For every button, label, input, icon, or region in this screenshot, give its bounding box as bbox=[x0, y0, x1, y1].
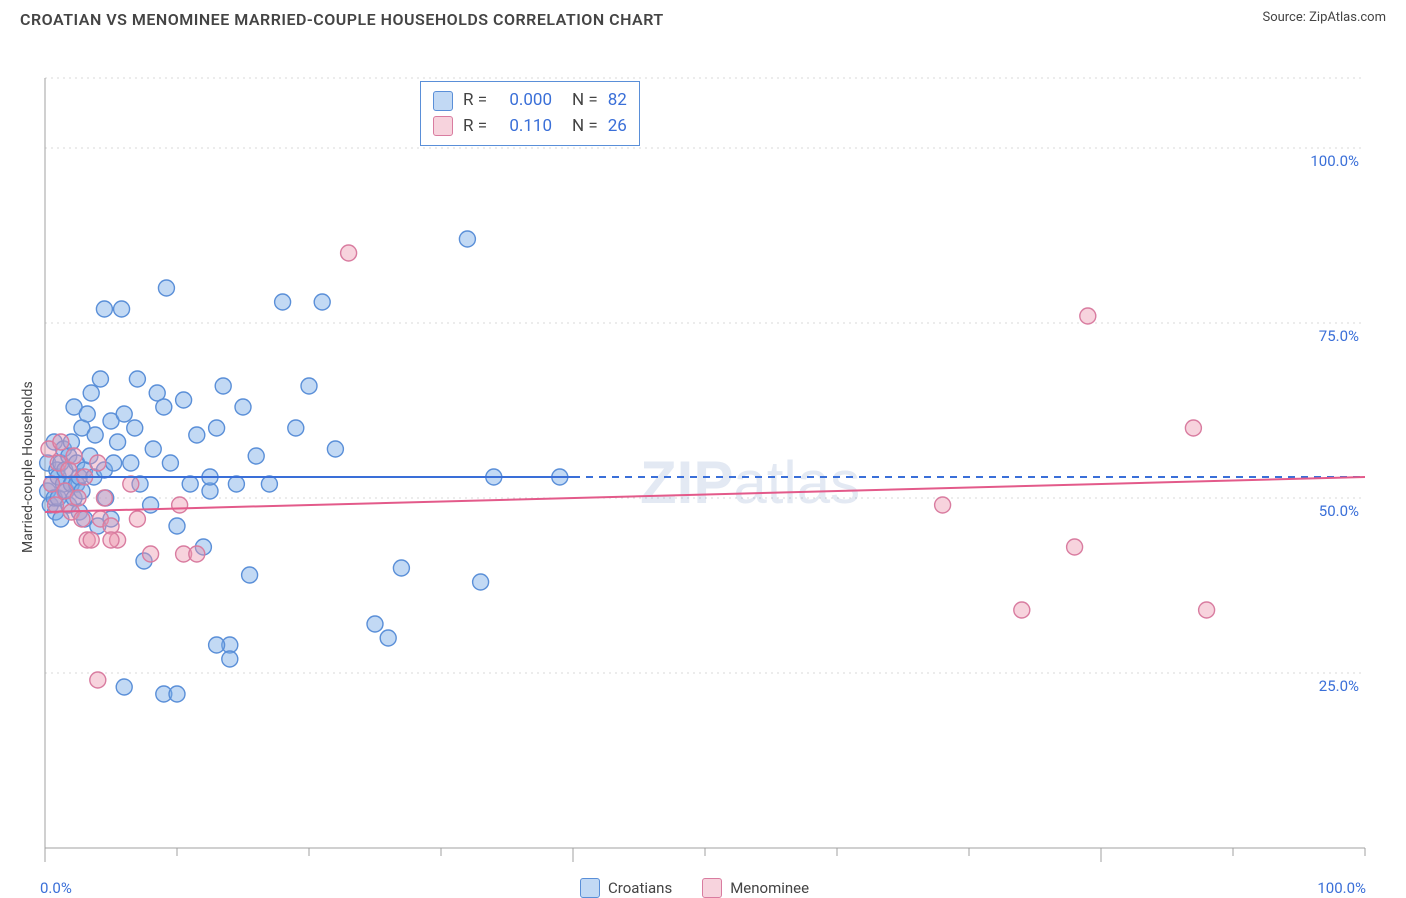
data-point bbox=[87, 427, 103, 443]
data-point bbox=[66, 448, 82, 464]
legend-swatch bbox=[702, 878, 722, 898]
data-point bbox=[1199, 602, 1215, 618]
footer-legend: Croatians Menominee bbox=[580, 878, 809, 898]
y-tick-label: 100.0% bbox=[1310, 152, 1359, 170]
data-point bbox=[143, 497, 159, 513]
source-attribution: Source: ZipAtlas.com bbox=[1262, 10, 1386, 25]
stat-r-label: R = bbox=[463, 114, 487, 140]
data-point bbox=[222, 651, 238, 667]
x-axis-footer: 0.0% Croatians Menominee 100.0% bbox=[0, 872, 1406, 898]
stat-r-value: 0.000 bbox=[497, 88, 552, 114]
legend-swatch bbox=[433, 116, 453, 136]
data-point bbox=[169, 686, 185, 702]
data-point bbox=[70, 490, 86, 506]
data-point bbox=[53, 434, 69, 450]
data-point bbox=[176, 392, 192, 408]
legend-label: Menominee bbox=[730, 879, 809, 897]
stat-n-label: N = bbox=[572, 114, 598, 140]
data-point bbox=[1080, 308, 1096, 324]
stat-n-value: 26 bbox=[608, 114, 627, 140]
data-point bbox=[473, 574, 489, 590]
x-max-label: 100.0% bbox=[1317, 879, 1366, 897]
watermark: ZIPatlas bbox=[640, 449, 860, 516]
data-point bbox=[90, 455, 106, 471]
y-tick-label: 25.0% bbox=[1319, 677, 1359, 695]
data-point bbox=[301, 378, 317, 394]
legend-item: Menominee bbox=[702, 878, 809, 898]
data-point bbox=[380, 630, 396, 646]
data-point bbox=[1185, 420, 1201, 436]
data-point bbox=[143, 546, 159, 562]
data-point bbox=[90, 672, 106, 688]
data-point bbox=[123, 476, 139, 492]
y-axis-label: Married-couple Households bbox=[20, 381, 36, 553]
stat-r-value: 0.110 bbox=[497, 114, 552, 140]
data-point bbox=[172, 497, 188, 513]
legend-swatch bbox=[433, 91, 453, 111]
legend-label: Croatians bbox=[608, 879, 672, 897]
data-point bbox=[341, 245, 357, 261]
y-tick-label: 50.0% bbox=[1319, 502, 1359, 520]
y-tick-label: 75.0% bbox=[1319, 327, 1359, 345]
data-point bbox=[367, 616, 383, 632]
data-point bbox=[242, 567, 258, 583]
data-point bbox=[288, 420, 304, 436]
data-point bbox=[156, 399, 172, 415]
data-point bbox=[145, 441, 161, 457]
legend-item: Croatians bbox=[580, 878, 672, 898]
data-point bbox=[235, 399, 251, 415]
data-point bbox=[314, 294, 330, 310]
data-point bbox=[393, 560, 409, 576]
data-point bbox=[83, 385, 99, 401]
data-point bbox=[162, 455, 178, 471]
data-point bbox=[935, 497, 951, 513]
data-point bbox=[327, 441, 343, 457]
data-point bbox=[1067, 539, 1083, 555]
data-point bbox=[114, 301, 130, 317]
x-min-label: 0.0% bbox=[40, 879, 72, 897]
stat-n-value: 82 bbox=[608, 88, 627, 114]
data-point bbox=[169, 518, 185, 534]
stat-r-label: R = bbox=[463, 88, 487, 114]
data-point bbox=[74, 511, 90, 527]
data-point bbox=[215, 378, 231, 394]
data-point bbox=[275, 294, 291, 310]
data-point bbox=[158, 280, 174, 296]
data-point bbox=[110, 434, 126, 450]
scatter-chart: 25.0% 50.0% 75.0% 100.0% ZIPatlas bbox=[0, 33, 1405, 868]
data-point bbox=[83, 532, 99, 548]
data-point bbox=[129, 371, 145, 387]
data-point bbox=[92, 371, 108, 387]
chart-area: Married-couple Households 25.0% 50.0% 75.0… bbox=[0, 33, 1406, 872]
data-point bbox=[189, 546, 205, 562]
data-point bbox=[123, 455, 139, 471]
data-point bbox=[459, 231, 475, 247]
data-point bbox=[96, 301, 112, 317]
data-point bbox=[182, 476, 198, 492]
data-point bbox=[79, 406, 95, 422]
data-point bbox=[209, 420, 225, 436]
data-point bbox=[248, 448, 264, 464]
chart-title: CROATIAN VS MENOMINEE MARRIED-COUPLE HOU… bbox=[20, 10, 664, 29]
data-point bbox=[127, 420, 143, 436]
data-point bbox=[96, 490, 112, 506]
data-point bbox=[116, 679, 132, 695]
stats-legend: R = 0.000 N = 82 R = 0.110 N = 26 bbox=[420, 81, 640, 146]
data-point bbox=[189, 427, 205, 443]
data-point bbox=[1014, 602, 1030, 618]
data-point bbox=[129, 511, 145, 527]
data-point bbox=[209, 637, 225, 653]
data-point bbox=[103, 532, 119, 548]
data-point bbox=[261, 476, 277, 492]
legend-swatch bbox=[580, 878, 600, 898]
stat-n-label: N = bbox=[572, 88, 598, 114]
data-point bbox=[106, 455, 122, 471]
data-point bbox=[116, 406, 132, 422]
data-point bbox=[228, 476, 244, 492]
